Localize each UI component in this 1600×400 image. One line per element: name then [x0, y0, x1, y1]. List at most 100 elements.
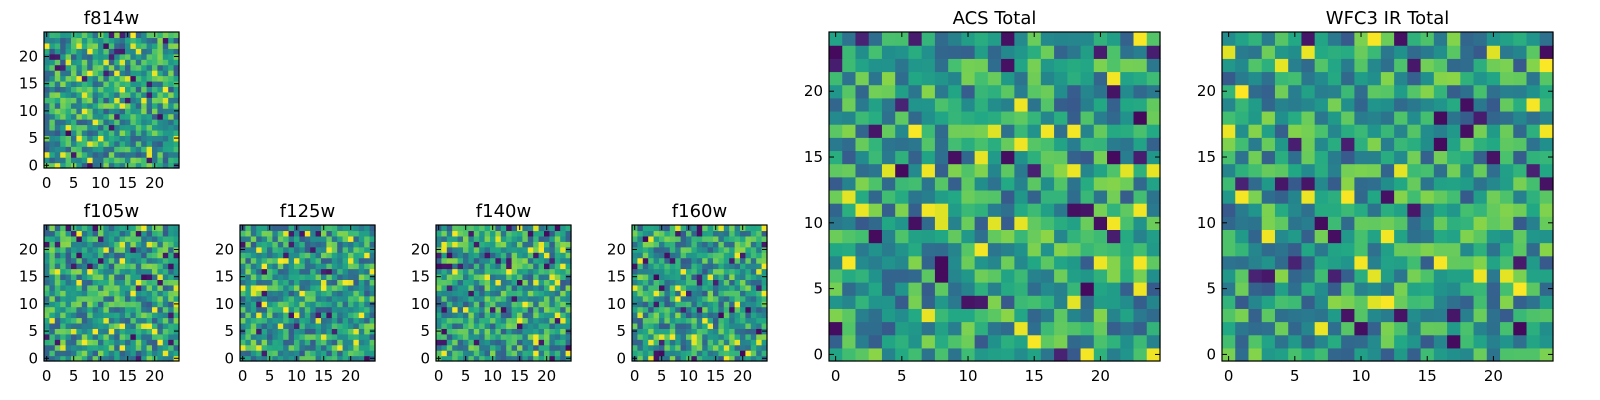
y-tick-label: 0	[616, 349, 626, 367]
heatmap-cell	[441, 295, 448, 302]
heatmap-cell	[1001, 268, 1015, 283]
heatmap-cell	[436, 252, 442, 259]
heatmap-cell	[506, 295, 513, 302]
heatmap-cell	[761, 284, 768, 291]
heatmap-cell	[707, 350, 714, 357]
heatmap-cell	[240, 322, 246, 329]
heatmap-cell	[92, 59, 99, 66]
heatmap-cell	[44, 140, 50, 147]
heatmap-cell	[130, 284, 137, 291]
heatmap-cell	[1354, 84, 1369, 99]
heatmap-cell	[353, 235, 360, 242]
heatmap-cell	[648, 301, 655, 308]
heatmap-cell	[1341, 229, 1355, 244]
heatmap-cell	[527, 290, 534, 297]
x-tick-label: 0	[630, 367, 640, 385]
heatmap-cell	[740, 295, 746, 302]
heatmap-cell	[364, 333, 371, 340]
heatmap-cell	[522, 312, 529, 319]
heatmap-cell	[146, 301, 153, 308]
heatmap-cell	[114, 146, 121, 153]
heatmap-cell	[125, 135, 131, 142]
heatmap-cell	[245, 290, 252, 297]
heatmap-cell	[702, 295, 709, 302]
heatmap-cell	[702, 225, 709, 232]
heatmap-cell	[441, 252, 448, 259]
heatmap-cell	[135, 344, 142, 351]
heatmap-cell	[1367, 216, 1382, 230]
heatmap-cell	[60, 312, 67, 319]
heatmap-cell	[315, 241, 322, 248]
heatmap-cell	[108, 97, 115, 104]
heatmap-cell	[637, 235, 644, 242]
heatmap-cell	[702, 301, 709, 308]
heatmap-cell	[1420, 321, 1435, 336]
heatmap-cell	[549, 333, 556, 340]
heatmap-cell	[135, 263, 142, 270]
heatmap-cell	[669, 273, 676, 280]
heatmap-cell	[65, 339, 72, 346]
heatmap-cell	[659, 273, 665, 280]
heatmap-cell	[146, 113, 153, 120]
heatmap-cell	[457, 263, 464, 270]
heatmap-cell	[527, 252, 534, 259]
heatmap-cell	[1526, 163, 1541, 178]
heatmap-cell	[125, 129, 131, 136]
heatmap-cell	[441, 246, 448, 253]
heatmap-cell	[745, 355, 752, 362]
heatmap-cell	[173, 225, 180, 232]
heatmap-cell	[479, 257, 486, 264]
heatmap-cell	[1460, 32, 1475, 46]
heatmap-cell	[304, 257, 311, 264]
heatmap-cell	[1539, 203, 1554, 217]
heatmap-cell	[1513, 295, 1528, 309]
heatmap-cell	[446, 241, 453, 248]
heatmap-cell	[1539, 176, 1554, 191]
heatmap-cell	[1526, 308, 1541, 323]
heatmap-cell	[1327, 163, 1342, 178]
heatmap-cell	[1367, 308, 1382, 323]
heatmap-cell	[76, 306, 83, 313]
heatmap-cell	[549, 317, 556, 324]
heatmap-cell	[669, 235, 676, 242]
heatmap-cell	[1486, 32, 1501, 46]
heatmap-cell	[680, 312, 687, 319]
heatmap-cell	[680, 344, 687, 351]
heatmap-cell	[1133, 334, 1148, 349]
heatmap-cell	[65, 70, 72, 77]
heatmap-cell	[490, 306, 496, 313]
heatmap-cell	[495, 273, 502, 280]
heatmap-cell	[135, 37, 142, 44]
heatmap-cell	[691, 273, 698, 280]
heatmap-cell	[1447, 45, 1461, 59]
heatmap-cell	[441, 257, 448, 264]
heatmap-cell	[696, 235, 703, 242]
heatmap-cell	[152, 124, 158, 131]
heatmap-cell	[974, 229, 989, 244]
heatmap-cell	[103, 108, 110, 115]
heatmap-cell	[108, 146, 115, 153]
heatmap-cell	[1288, 163, 1303, 178]
heatmap-cell	[500, 333, 507, 340]
heatmap-cell	[71, 48, 77, 55]
y-tick-label: 15	[19, 75, 38, 93]
heatmap-cell	[326, 350, 333, 357]
heatmap-cell	[81, 32, 88, 39]
heatmap-cell	[364, 252, 371, 259]
heatmap-cell	[87, 59, 94, 66]
heatmap-cell	[1433, 255, 1448, 270]
heatmap-cell	[250, 333, 257, 340]
heatmap-cell	[54, 59, 61, 66]
heatmap-cell	[157, 268, 164, 275]
heatmap-cell	[173, 295, 180, 302]
heatmap-cell	[162, 59, 169, 66]
heatmap-cell	[1447, 295, 1461, 309]
heatmap-cell	[1380, 216, 1395, 230]
heatmap-cell	[653, 252, 660, 259]
heatmap-cell	[87, 295, 94, 302]
heatmap-cell	[565, 279, 572, 286]
heatmap-cell	[484, 344, 491, 351]
heatmap-cell	[533, 284, 540, 291]
heatmap-cell	[707, 322, 714, 329]
heatmap-cell	[141, 252, 148, 259]
